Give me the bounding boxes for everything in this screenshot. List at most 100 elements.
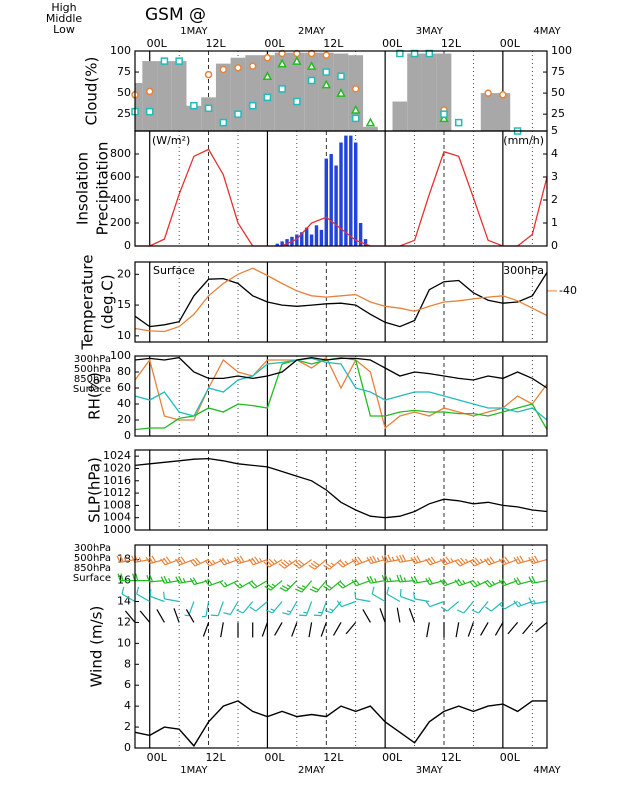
bar [245,55,261,131]
wind-barb [308,559,327,570]
marker [204,104,213,113]
y2-tick-label: 50 [551,86,565,99]
marker [292,56,302,65]
wind-barb [484,579,504,588]
line [134,267,548,333]
wind-barb [456,601,474,614]
wind-barb [485,601,504,612]
bar [300,232,304,246]
wind-barb [379,608,386,623]
marker [204,70,213,79]
marker [439,113,449,123]
wind-barb [439,578,459,587]
wind-barb [439,556,459,566]
legend-label: High [51,1,76,14]
marker [234,110,242,118]
bar [215,63,231,132]
wind-barb [480,622,489,636]
marker [263,93,272,102]
y-tick-label: 40 [117,397,131,410]
bar [358,223,363,246]
bar [344,135,348,246]
marker [248,101,257,110]
bar [304,52,319,131]
legend-label: 850hPa [74,563,111,574]
y-tick-label: 400 [110,193,131,206]
wind-barb [336,600,356,608]
wind-barb [124,610,136,623]
panel-frame [134,261,548,343]
wind-barb [293,559,312,569]
y-axis-title: Insolation [74,152,92,225]
date-label: 4MAY [533,765,561,776]
bar [171,61,187,131]
y-tick-label: 80 [117,365,131,378]
wind-barb [264,580,283,591]
legend-label: 500hPa [74,553,111,564]
y-tick-label: 800 [110,147,131,160]
wind-barb [219,557,239,566]
wind-barb [498,556,518,566]
legend-label: 500hPa [74,364,111,375]
bar [363,126,378,131]
x-tick-label: 12L [323,751,344,764]
wind-barb [189,557,209,567]
wind-barb [248,580,268,589]
date-label: 2MAY [298,26,326,37]
x-tick-label: 00L [500,37,521,50]
y2-tick-label: 0 [551,239,558,252]
x-tick-label: 00L [147,37,168,50]
line [134,356,548,430]
y-tick-label: 200 [110,216,131,229]
wind-barb [291,622,298,637]
wind-barb [323,559,342,570]
wind-barb [139,610,151,623]
bar [295,234,299,246]
wind-barb [249,601,268,612]
y2-tick-label: 5 [551,124,558,137]
marker [440,110,448,118]
y2-unit: (mm/h) [503,134,544,147]
y-axis-title: Temperature [79,254,97,350]
wind-barb [313,601,327,617]
marker [336,88,346,97]
y-tick-label: 50 [117,86,131,99]
y-tick-label: 25 [117,107,131,120]
marker [322,68,331,76]
marker [219,65,228,74]
legend-label: 300hPa [74,354,111,365]
wind-barb [116,554,136,563]
wind-barb [366,555,386,565]
wind-barb [308,622,313,638]
bar [309,234,314,246]
wind-barb [337,559,356,568]
wind-barb [440,601,460,612]
y2-tick-label: 4 [551,147,558,160]
wind-barb [204,578,224,587]
y-tick-label: 1000 [103,523,131,536]
wind-barb [498,578,518,587]
wind-barb [471,601,489,614]
wind-barb [204,558,224,567]
bar [407,53,422,131]
bar [324,158,329,246]
wind-speed-line [134,700,547,748]
wind-barb [132,573,150,582]
bar [349,135,353,246]
wind-barb [279,580,298,592]
chart-title: GSM @ [145,5,206,25]
y2-tick-label: 2 [551,193,558,206]
wind-barb [513,577,533,586]
bar [289,52,305,131]
marker [277,58,287,68]
y2-tick-label: 25 [551,107,565,120]
y2-tick-label: 3 [551,170,558,183]
bar [353,142,358,246]
date-label: 2MAY [298,765,326,776]
wind-barb [117,573,135,582]
bar [314,225,319,246]
wind-barb [366,575,386,584]
y-tick-label: 0 [124,429,131,442]
wind-barb [455,622,460,638]
wind-barb [175,556,195,566]
